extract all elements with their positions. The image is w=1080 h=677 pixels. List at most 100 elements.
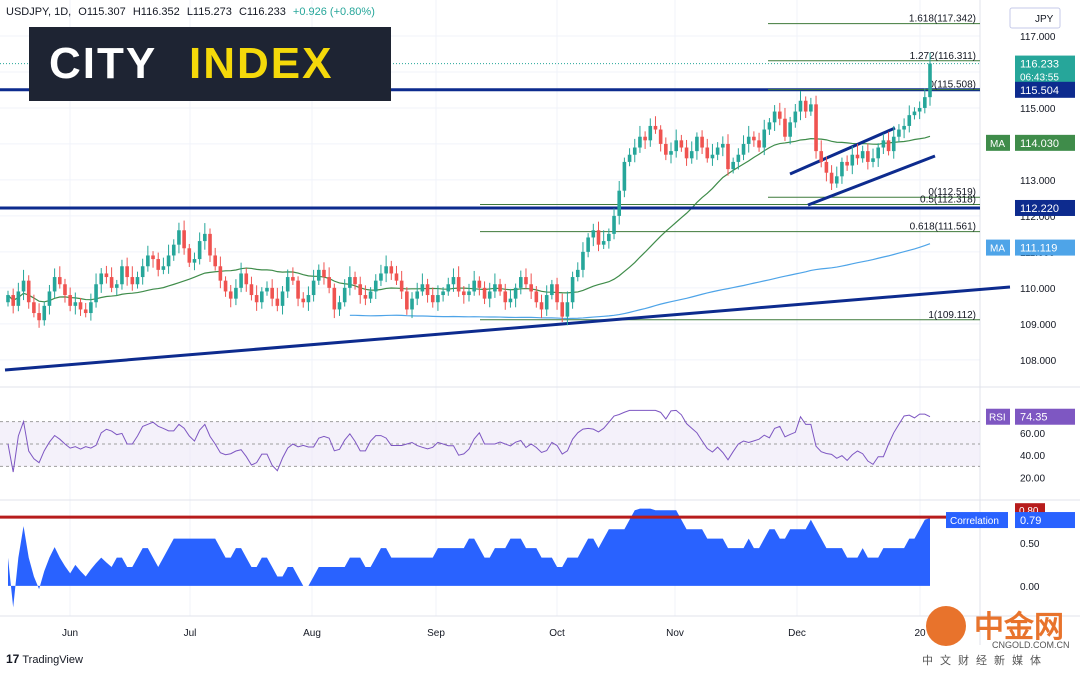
ma-value-label: 114.030: [1020, 138, 1059, 150]
correlation-value-badge: [1015, 512, 1075, 529]
candle-body: [860, 151, 865, 159]
channel-lower-line[interactable]: [807, 154, 936, 207]
candle-body: [379, 273, 383, 281]
candle-body: [777, 111, 782, 119]
candle-body: [213, 255, 217, 267]
candle-body: [316, 269, 321, 281]
fib-level-label: 0.5(112.318): [920, 194, 976, 205]
candle-body: [348, 277, 352, 288]
fib-level-label: 1(109.112): [928, 310, 976, 321]
rsi-pane: 60.00 40.00 20.00 RSI 74.35: [0, 408, 1075, 485]
candle-body: [746, 136, 751, 144]
countdown-timer: 06:43:55: [1020, 73, 1059, 84]
channel-upper-line[interactable]: [789, 126, 896, 176]
candle-body: [783, 118, 787, 137]
candle-body: [130, 277, 135, 285]
ma200-line: [349, 243, 931, 320]
candle-body: [94, 284, 98, 303]
candle-body: [83, 309, 88, 314]
ma-value-label: 111.119: [1020, 243, 1057, 255]
candle-body: [840, 161, 844, 177]
candle-body: [607, 233, 611, 242]
tradingview-brand[interactable]: 17 TradingView: [6, 652, 83, 666]
currency-badge[interactable]: [1009, 7, 1061, 29]
candle-body: [622, 161, 627, 191]
candle-body: [798, 100, 803, 112]
candle-body: [99, 273, 104, 285]
pane-separators: [0, 0, 1080, 645]
candle-body: [508, 298, 513, 303]
fib-level-label: 1.618(117.342): [909, 14, 976, 25]
candle-body: [632, 147, 637, 155]
level-price-badge: [1015, 81, 1075, 98]
time-tick-label: Sep: [427, 628, 445, 639]
candle-body: [524, 277, 528, 285]
ma-value-badge: [1015, 134, 1075, 151]
currency-label-text: JPY: [1035, 14, 1054, 25]
candle-body: [332, 287, 337, 310]
fib-levels[interactable]: 1.618(117.342) 1.272(116.311) 0(115.508) 0(…: [0, 14, 980, 321]
candle-body: [928, 63, 932, 98]
price-tick-label: 110.000: [1020, 284, 1056, 295]
candle-body: [270, 287, 274, 299]
candle-body: [451, 277, 456, 285]
candle-body: [63, 284, 67, 296]
candle-body: [394, 273, 399, 281]
candle-body: [156, 259, 161, 270]
candle-body: [829, 172, 834, 184]
candle-body: [52, 277, 57, 292]
time-tick-label: Jun: [62, 628, 78, 639]
trendlines[interactable]: [4, 126, 1011, 372]
watermark-chinese-title: 中金网: [974, 610, 1064, 645]
candle-body: [177, 230, 181, 245]
candle-body: [410, 298, 414, 310]
candle-body: [834, 176, 839, 184]
symbol-label[interactable]: USDJPY, 1D,: [6, 6, 72, 18]
ma-name-badge: [986, 134, 1010, 151]
candle-body: [456, 277, 461, 292]
rsi-tick-label: 20.00: [1020, 474, 1045, 485]
time-axis[interactable]: Jun Jul Aug Sep Oct Nov Dec 20: [62, 628, 926, 639]
candle-body: [493, 284, 497, 292]
candle-body: [539, 302, 544, 310]
time-tick-label: 20: [914, 628, 926, 639]
candle-body: [617, 190, 622, 216]
price-tick-label: 108.000: [1020, 356, 1057, 367]
candle-body: [674, 140, 678, 152]
candle-body: [550, 284, 554, 296]
long-trendline[interactable]: [4, 285, 1011, 372]
level-price-value: 115.504: [1020, 85, 1059, 97]
candle-body: [762, 129, 767, 148]
candle-body: [819, 151, 824, 162]
level-price-badge: [1015, 199, 1075, 216]
candle-body: [291, 277, 295, 281]
candle-body: [601, 241, 606, 245]
correlation-tick-label: 0.00: [1020, 582, 1040, 593]
candle-body: [472, 280, 476, 292]
candle-body: [78, 302, 83, 310]
candle-body: [467, 291, 471, 296]
candle-body: [441, 291, 445, 296]
candle-body: [555, 284, 559, 303]
candle-body: [866, 151, 870, 162]
candle-body: [37, 313, 41, 321]
candle-body: [420, 284, 425, 292]
candle-body: [845, 161, 849, 166]
candle-body: [710, 154, 715, 159]
candle-body: [208, 233, 212, 256]
candle-body: [104, 273, 109, 278]
time-tick-label: Jul: [184, 628, 197, 639]
correlation-name-badge: [946, 512, 1008, 529]
candle-body: [891, 136, 896, 152]
close-value: C116.233: [238, 6, 286, 18]
price-tick-label: 115.000: [1020, 104, 1056, 115]
candle-body: [192, 259, 197, 263]
fib-level-label: 0(115.508): [928, 80, 976, 91]
candle-body: [171, 244, 176, 256]
candle-body: [736, 154, 741, 162]
candle-body: [161, 266, 166, 270]
ohlc-legend: USDJPY, 1D, O115.307 H116.352 L115.273 C…: [6, 6, 379, 18]
candle-body: [917, 107, 922, 112]
